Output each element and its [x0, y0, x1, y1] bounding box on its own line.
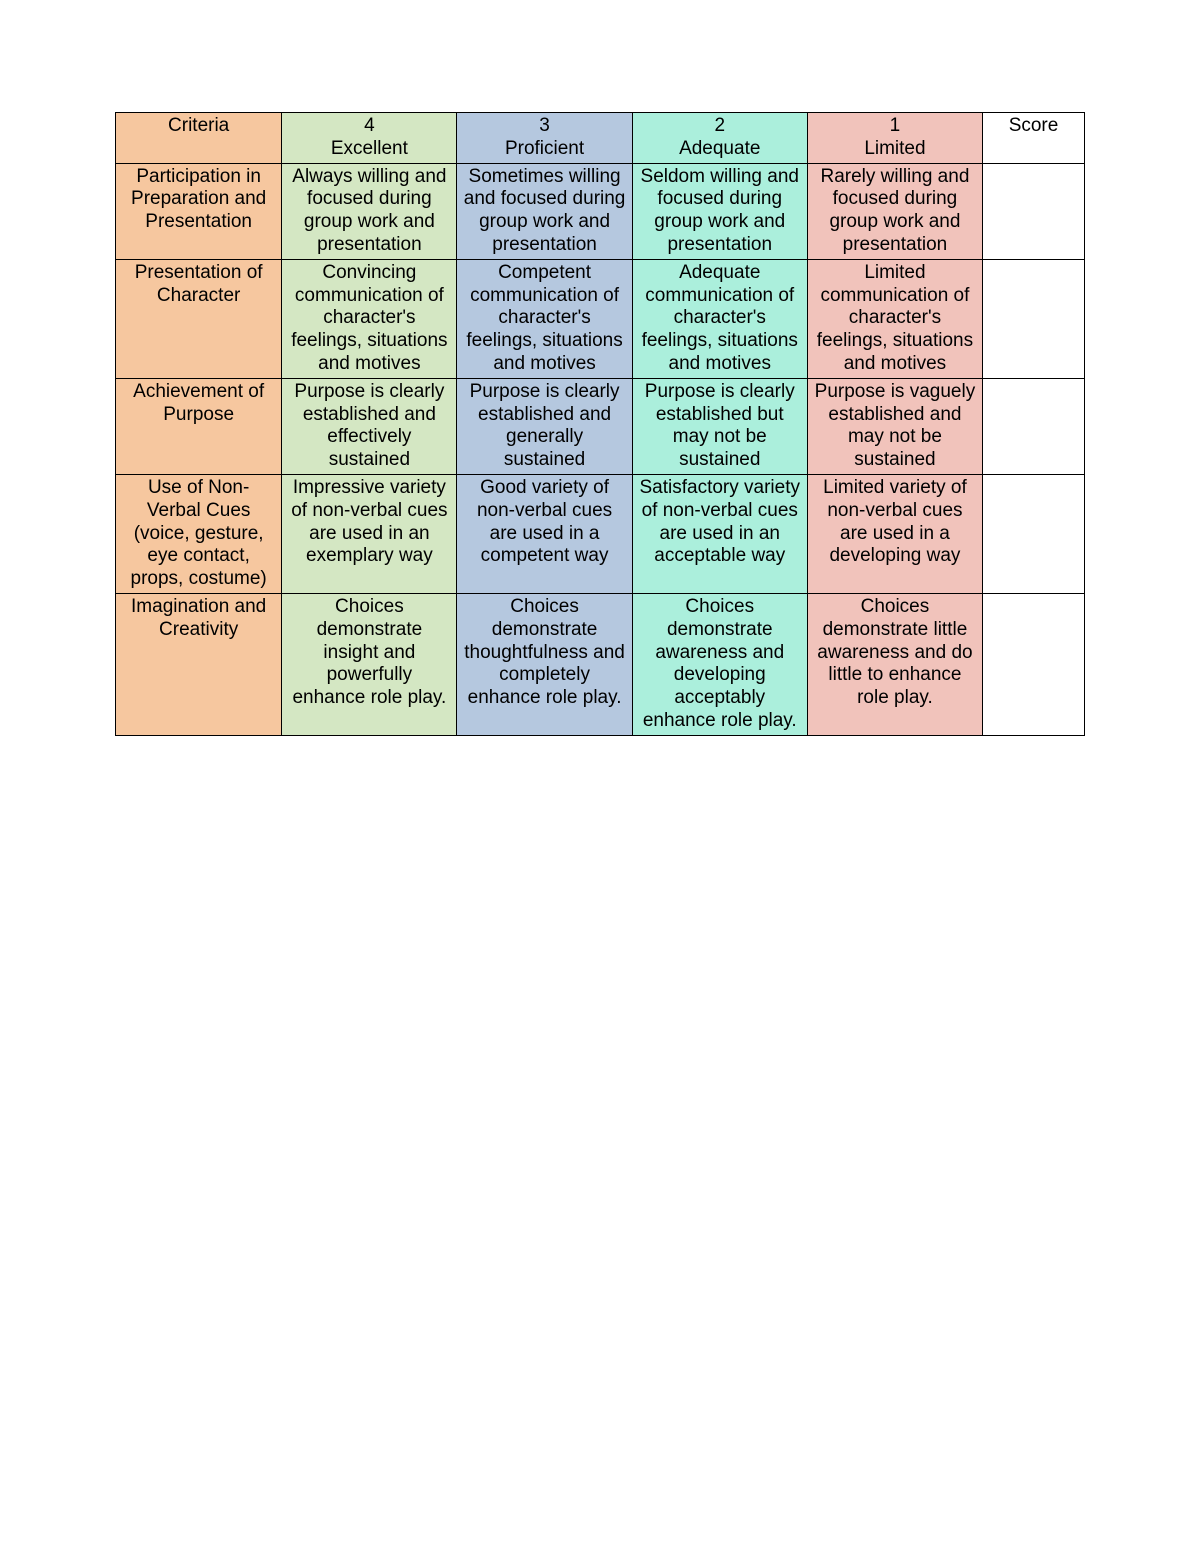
- header-level-label: Proficient: [463, 138, 625, 161]
- proficient-cell: Purpose is clearly established and gener…: [457, 378, 632, 474]
- document-page: Criteria 4 Excellent 3 Proficient 2 Adeq…: [0, 0, 1200, 1553]
- proficient-cell: Choices demonstrate thoughtfulness and c…: [457, 593, 632, 735]
- score-cell: [983, 378, 1085, 474]
- adequate-cell: Seldom willing and focused during group …: [632, 163, 807, 259]
- limited-cell: Limited communication of character's fee…: [807, 259, 982, 378]
- criteria-cell: Imagination and Creativity: [116, 593, 282, 735]
- excellent-cell: Always willing and focused during group …: [282, 163, 457, 259]
- score-cell: [983, 593, 1085, 735]
- table-row: Presentation of Character Convincing com…: [116, 259, 1085, 378]
- score-cell: [983, 163, 1085, 259]
- table-header-row: Criteria 4 Excellent 3 Proficient 2 Adeq…: [116, 113, 1085, 164]
- limited-cell: Purpose is vaguely established and may n…: [807, 378, 982, 474]
- header-level-num: 1: [814, 115, 976, 138]
- rubric-table: Criteria 4 Excellent 3 Proficient 2 Adeq…: [115, 112, 1085, 736]
- score-cell: [983, 259, 1085, 378]
- criteria-cell: Participation in Preparation and Present…: [116, 163, 282, 259]
- table-row: Achievement of Purpose Purpose is clearl…: [116, 378, 1085, 474]
- criteria-cell: Use of Non-Verbal Cues (voice, gesture, …: [116, 474, 282, 593]
- header-level-label: Limited: [814, 138, 976, 161]
- score-cell: [983, 474, 1085, 593]
- header-excellent: 4 Excellent: [282, 113, 457, 164]
- header-limited: 1 Limited: [807, 113, 982, 164]
- header-criteria: Criteria: [116, 113, 282, 164]
- adequate-cell: Adequate communication of character's fe…: [632, 259, 807, 378]
- limited-cell: Rarely willing and focused during group …: [807, 163, 982, 259]
- proficient-cell: Competent communication of character's f…: [457, 259, 632, 378]
- excellent-cell: Convincing communication of character's …: [282, 259, 457, 378]
- header-score: Score: [983, 113, 1085, 164]
- adequate-cell: Choices demonstrate awareness and develo…: [632, 593, 807, 735]
- header-proficient: 3 Proficient: [457, 113, 632, 164]
- header-level-num: 2: [639, 115, 801, 138]
- proficient-cell: Sometimes willing and focused during gro…: [457, 163, 632, 259]
- limited-cell: Limited variety of non-verbal cues are u…: [807, 474, 982, 593]
- header-adequate: 2 Adequate: [632, 113, 807, 164]
- header-level-label: Adequate: [639, 138, 801, 161]
- header-level-num: 3: [463, 115, 625, 138]
- table-row: Imagination and Creativity Choices demon…: [116, 593, 1085, 735]
- excellent-cell: Impressive variety of non-verbal cues ar…: [282, 474, 457, 593]
- excellent-cell: Purpose is clearly established and effec…: [282, 378, 457, 474]
- proficient-cell: Good variety of non-verbal cues are used…: [457, 474, 632, 593]
- criteria-cell: Presentation of Character: [116, 259, 282, 378]
- adequate-cell: Satisfactory variety of non-verbal cues …: [632, 474, 807, 593]
- limited-cell: Choices demonstrate little awareness and…: [807, 593, 982, 735]
- table-row: Participation in Preparation and Present…: [116, 163, 1085, 259]
- adequate-cell: Purpose is clearly established but may n…: [632, 378, 807, 474]
- excellent-cell: Choices demonstrate insight and powerful…: [282, 593, 457, 735]
- criteria-cell: Achievement of Purpose: [116, 378, 282, 474]
- table-row: Use of Non-Verbal Cues (voice, gesture, …: [116, 474, 1085, 593]
- header-level-label: Excellent: [288, 138, 450, 161]
- header-level-num: 4: [288, 115, 450, 138]
